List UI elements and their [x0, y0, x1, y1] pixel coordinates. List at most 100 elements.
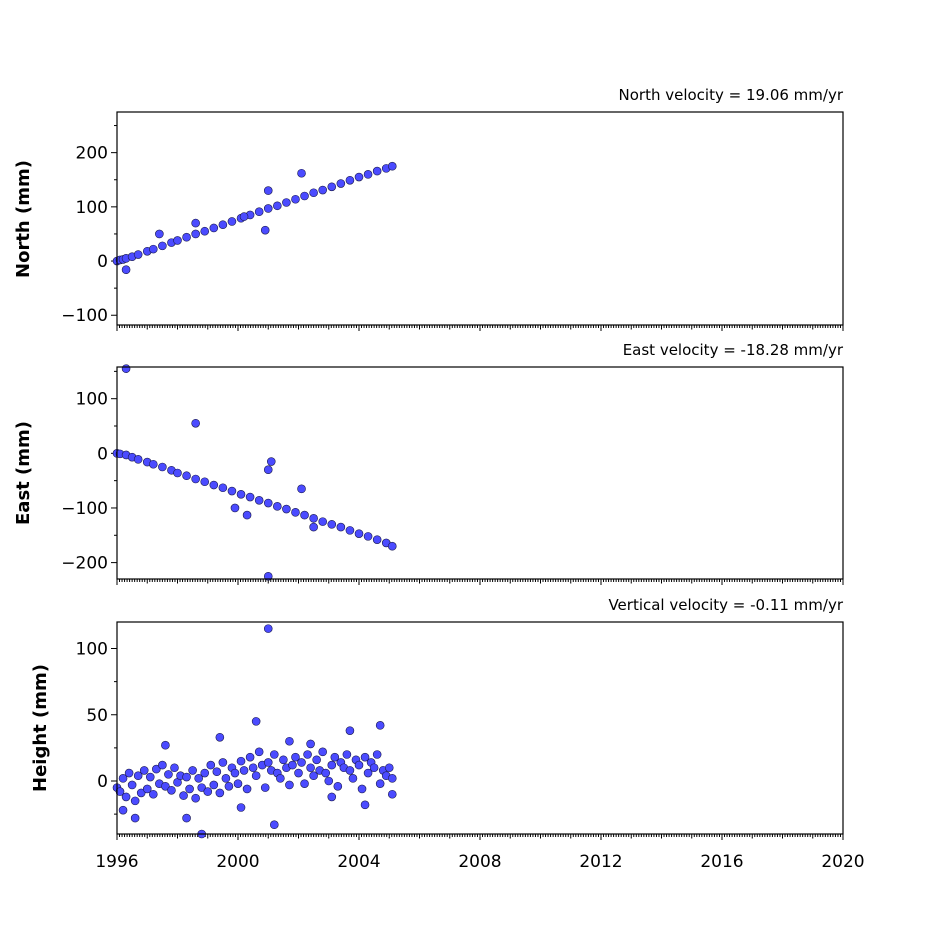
- data-point: [300, 510, 309, 520]
- data-point: [342, 750, 352, 759]
- x-tick-label: 2020: [821, 852, 864, 872]
- data-point: [360, 800, 370, 810]
- y-tick-label: 100: [76, 640, 108, 660]
- data-point: [372, 750, 382, 759]
- data-point: [254, 496, 264, 505]
- data-point: [121, 265, 131, 275]
- height-panel-title: Vertical velocity = -0.11 mm/yr: [608, 596, 843, 614]
- east-panel-title: East velocity = -18.28 mm/yr: [623, 341, 844, 359]
- data-point: [224, 781, 234, 791]
- data-point: [127, 780, 137, 790]
- data-point: [306, 763, 315, 773]
- data-point: [242, 510, 252, 520]
- data-point: [182, 772, 191, 782]
- data-point: [309, 514, 318, 523]
- data-point: [384, 763, 394, 773]
- data-point: [354, 760, 364, 770]
- data-point: [133, 250, 143, 259]
- data-point: [230, 503, 240, 513]
- data-point: [269, 750, 279, 759]
- data-point: [291, 752, 300, 762]
- data-point: [124, 768, 134, 778]
- y-tick-label: 200: [76, 144, 108, 164]
- data-point: [363, 532, 373, 541]
- data-point: [188, 766, 197, 775]
- data-point: [142, 784, 152, 794]
- data-point: [372, 166, 382, 176]
- data-point: [300, 191, 309, 201]
- data-point: [330, 752, 340, 762]
- east-plot-frame: [116, 366, 844, 580]
- data-point: [209, 480, 219, 490]
- data-point: [191, 793, 200, 803]
- height-y-axis-label: Height (mm): [30, 664, 51, 792]
- data-point: [291, 508, 300, 517]
- east-data-points: [112, 364, 397, 581]
- east-y-axis-label: East (mm): [13, 421, 34, 525]
- panel-north: North velocity = 19.06 mm/yr North (mm) …: [13, 86, 844, 331]
- data-point: [269, 820, 279, 830]
- data-point: [230, 768, 240, 778]
- data-point: [260, 783, 270, 792]
- data-point: [297, 758, 306, 767]
- data-point: [327, 182, 337, 192]
- data-point: [158, 241, 167, 251]
- data-point: [170, 763, 179, 773]
- data-point: [233, 779, 243, 788]
- data-point: [294, 768, 303, 778]
- data-point: [324, 776, 334, 786]
- y-tick-label: −100: [61, 499, 108, 519]
- data-point: [297, 484, 306, 494]
- data-point: [306, 739, 315, 749]
- data-point: [185, 784, 194, 794]
- data-point: [297, 168, 306, 178]
- x-tick-label: 2000: [216, 852, 259, 872]
- data-point: [133, 771, 143, 781]
- data-point: [321, 768, 331, 778]
- y-tick-label: 100: [76, 198, 108, 218]
- data-point: [369, 763, 379, 773]
- data-point: [161, 740, 170, 750]
- data-point: [158, 760, 167, 770]
- data-point: [136, 788, 146, 798]
- data-point: [149, 244, 158, 254]
- data-point: [273, 502, 282, 511]
- data-point: [354, 529, 364, 538]
- data-point: [218, 220, 228, 230]
- data-point: [285, 736, 294, 746]
- height-axis-ticks: 0 50 100 1996 2000 2004 2008 2012 2016 2020: [76, 640, 865, 873]
- data-point: [209, 780, 219, 790]
- data-point: [118, 774, 128, 783]
- data-point: [348, 774, 358, 783]
- data-point: [375, 721, 385, 730]
- data-point: [312, 755, 321, 765]
- data-point: [263, 186, 273, 195]
- data-point: [288, 760, 297, 770]
- data-point: [182, 471, 191, 481]
- y-tick-label: 100: [76, 390, 108, 410]
- panel-east: East velocity = -18.28 mm/yr East (mm) −…: [13, 341, 844, 585]
- data-point: [191, 474, 200, 484]
- data-point: [239, 766, 249, 775]
- y-tick-label: −200: [61, 554, 108, 574]
- north-plot-frame: [116, 111, 844, 326]
- data-point: [251, 771, 261, 781]
- north-axis-ticks: −100 0 100 200: [61, 125, 844, 331]
- data-point: [309, 522, 318, 532]
- data-point: [360, 752, 370, 762]
- x-tick-label: 2016: [700, 852, 743, 872]
- data-point: [357, 784, 367, 794]
- data-point: [115, 787, 125, 796]
- data-point: [254, 747, 264, 757]
- data-point: [309, 188, 318, 198]
- data-point: [200, 226, 210, 236]
- data-point: [209, 223, 219, 233]
- data-point: [218, 483, 228, 493]
- data-point: [387, 789, 397, 799]
- data-point: [387, 774, 397, 783]
- data-point: [309, 771, 318, 781]
- data-point: [161, 781, 170, 791]
- data-point: [149, 789, 158, 799]
- data-point: [164, 770, 173, 779]
